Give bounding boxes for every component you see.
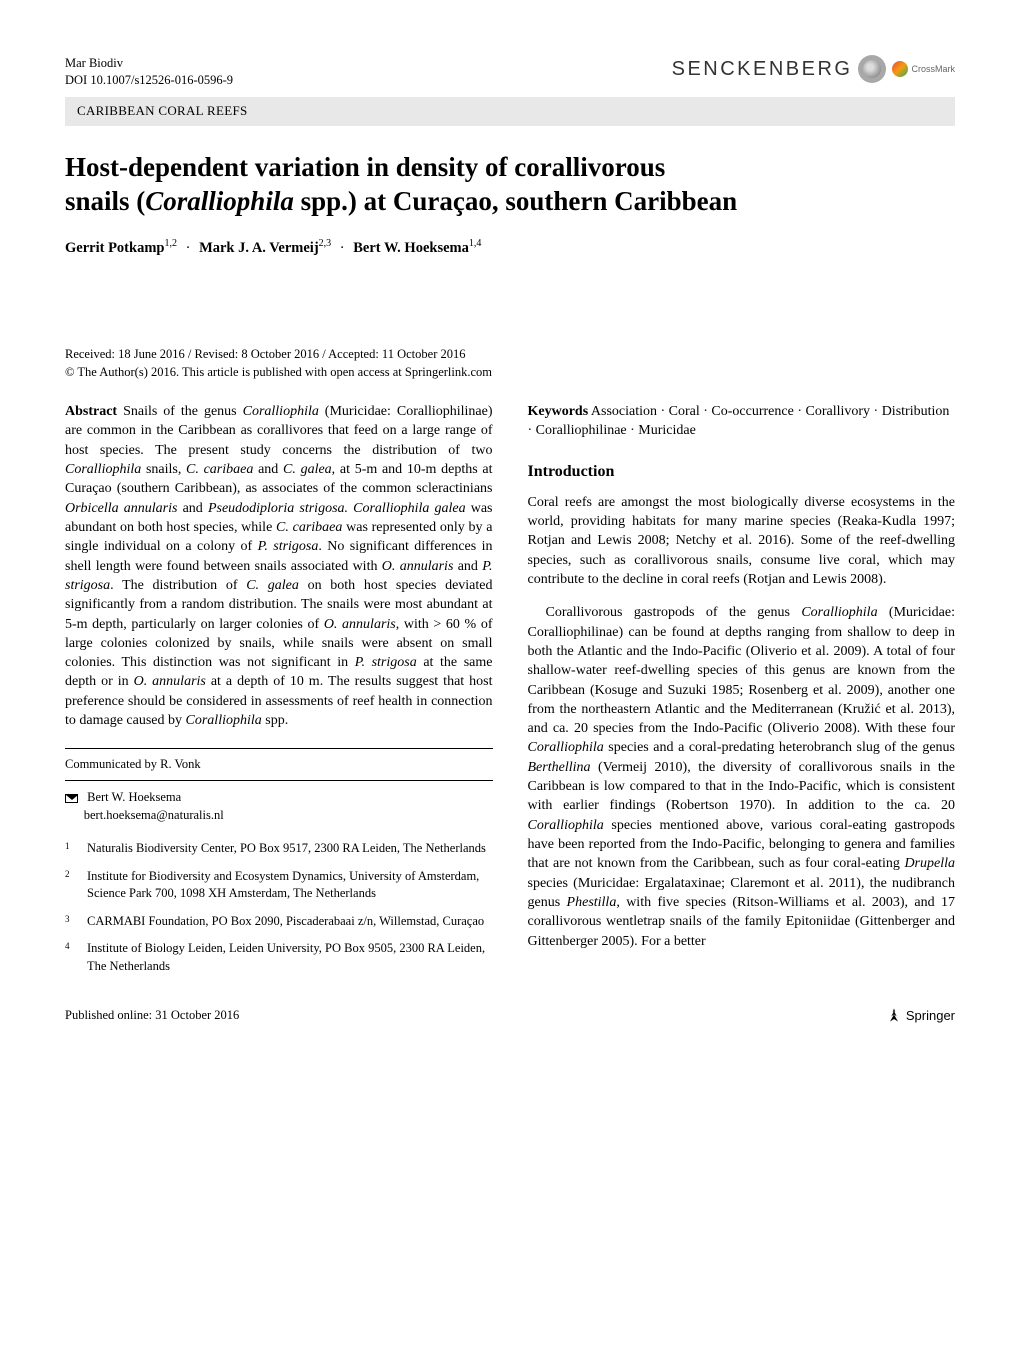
- affiliation-item: 3 CARMABI Foundation, PO Box 2090, Pisca…: [65, 913, 493, 931]
- left-column: Abstract Snails of the genus Coralliophi…: [65, 402, 493, 985]
- article-title: Host-dependent variation in density of c…: [65, 151, 955, 219]
- crossmark-icon: [892, 61, 908, 77]
- springer-logo: Springer: [886, 1007, 955, 1023]
- introduction-heading: Introduction: [528, 463, 956, 481]
- crossmark-label: CrossMark: [911, 64, 955, 74]
- abstract: Abstract Snails of the genus Coralliophi…: [65, 402, 493, 730]
- section-label: CARIBBEAN CORAL REEFS: [77, 103, 248, 118]
- article-dates: Received: 18 June 2016 / Revised: 8 Octo…: [65, 347, 955, 362]
- publisher-name: SENCKENBERG: [672, 58, 853, 81]
- communicated-by: Communicated by R. Vonk: [65, 757, 493, 772]
- divider: [65, 748, 493, 749]
- journal-name: Mar Biodiv: [65, 55, 233, 72]
- two-column-layout: Abstract Snails of the genus Coralliophi…: [65, 402, 955, 985]
- author-list: Gerrit Potkamp1,2 · Mark J. A. Vermeij2,…: [65, 238, 955, 257]
- corresponding-author-email: bert.hoeksema@naturalis.nl: [84, 808, 224, 822]
- page-header: Mar Biodiv DOI 10.1007/s12526-016-0596-9…: [65, 55, 955, 89]
- header-right: SENCKENBERG CrossMark: [672, 55, 955, 83]
- publisher-logo-icon: [858, 55, 886, 83]
- doi-text: DOI 10.1007/s12526-016-0596-9: [65, 72, 233, 89]
- crossmark-badge[interactable]: CrossMark: [892, 61, 955, 77]
- affiliation-item: 4 Institute of Biology Leiden, Leiden Un…: [65, 940, 493, 975]
- published-online: Published online: 31 October 2016: [65, 1008, 239, 1023]
- affiliations-list: 1 Naturalis Biodiversity Center, PO Box …: [65, 840, 493, 975]
- keywords: Keywords Association · Coral · Co-occurr…: [528, 402, 956, 441]
- divider: [65, 780, 493, 781]
- intro-paragraph-1: Coral reefs are amongst the most biologi…: [528, 493, 956, 590]
- intro-paragraph-2: Corallivorous gastropods of the genus Co…: [528, 603, 956, 951]
- corresponding-author-name: Bert W. Hoeksema: [87, 790, 181, 804]
- envelope-icon: [65, 794, 78, 803]
- author-1: Gerrit Potkamp: [65, 240, 164, 256]
- right-column: Keywords Association · Coral · Co-occurr…: [528, 402, 956, 985]
- affiliation-item: 2 Institute for Biodiversity and Ecosyst…: [65, 868, 493, 903]
- springer-icon: [886, 1007, 902, 1023]
- copyright-line: © The Author(s) 2016. This article is pu…: [65, 365, 955, 380]
- affiliation-item: 1 Naturalis Biodiversity Center, PO Box …: [65, 840, 493, 858]
- author-2: Mark J. A. Vermeij: [199, 240, 319, 256]
- page-footer: Published online: 31 October 2016 Spring…: [65, 1007, 955, 1023]
- correspondence-block: Bert W. Hoeksema bert.hoeksema@naturalis…: [65, 789, 493, 824]
- section-label-bar: CARIBBEAN CORAL REEFS: [65, 97, 955, 126]
- author-3: Bert W. Hoeksema: [353, 240, 469, 256]
- journal-info: Mar Biodiv DOI 10.1007/s12526-016-0596-9: [65, 55, 233, 89]
